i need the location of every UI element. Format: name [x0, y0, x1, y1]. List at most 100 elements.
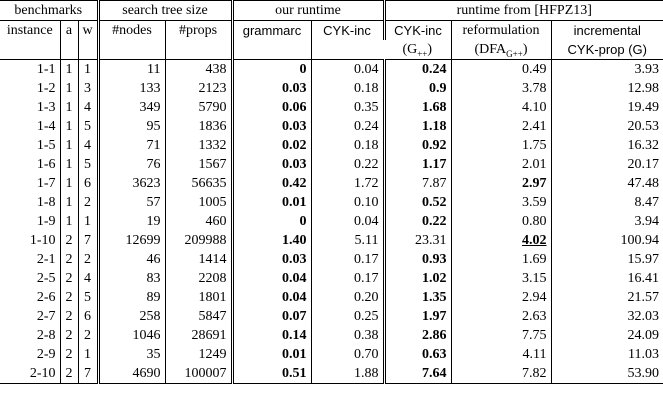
value: 95 [146, 119, 161, 134]
cell: 2-5 [0, 269, 60, 288]
note-text: (G [402, 42, 418, 57]
cell: 0.35 [310, 98, 384, 117]
value: 2208 [198, 271, 227, 286]
value: 0.04 [354, 62, 379, 77]
value: 1-3 [36, 100, 56, 115]
cell: 0.04 [230, 288, 311, 307]
value: 20.17 [627, 157, 660, 172]
cell: 5 [77, 155, 98, 174]
cell: 2123 [164, 79, 232, 98]
cell: 0.20 [310, 288, 384, 307]
cell: 2.97 [450, 174, 551, 193]
bold-value: 0.9 [429, 81, 447, 96]
cell: 0.03 [230, 117, 311, 136]
cell: 24.09 [550, 326, 663, 345]
column-header: #props [164, 20, 232, 60]
bold-value: 1.97 [422, 309, 447, 324]
value: 16.41 [627, 271, 660, 286]
cell: 1801 [164, 288, 232, 307]
value: 0.35 [354, 100, 379, 115]
bold-value: 0.06 [282, 100, 307, 115]
value: 1-9 [36, 214, 56, 229]
cell: 3 [77, 79, 98, 98]
cell: 0.03 [230, 155, 311, 174]
value: 2.41 [522, 119, 547, 134]
cell: 2 [77, 250, 98, 269]
cell: 0.49 [450, 59, 551, 79]
value: 209988 [184, 233, 227, 248]
bold-value: 0.04 [282, 290, 307, 305]
value: 1 [65, 138, 73, 153]
bold-value: 0.04 [282, 271, 307, 286]
cell: 16.32 [550, 136, 663, 155]
cell: 1-6 [0, 155, 60, 174]
data-row: 1-3 1 4 349 5790 0.06 0.35 1.68 4.10 19.49 [0, 98, 663, 117]
value: 6 [84, 309, 91, 324]
value: 1 [65, 119, 73, 134]
header-note-row: (G++) (DFAG++) CYK-prop (G) [0, 40, 663, 60]
value: 2 [65, 347, 73, 362]
cell: 1-8 [0, 193, 60, 212]
group-header: our runtime [230, 0, 384, 21]
cell: 1 [59, 212, 78, 231]
data-row: 2-10 2 7 4690 100007 0.51 1.88 7.64 7.82 53.90 [0, 364, 663, 384]
bold-value: 0.22 [422, 214, 447, 229]
header-group-row: benchmarks search tree size our runtime run… [0, 0, 663, 21]
value: 2 [65, 252, 73, 267]
value: 0.38 [354, 328, 379, 343]
cell: 1 [59, 193, 78, 212]
cell: 1.72 [310, 174, 384, 193]
value: 53.90 [627, 366, 660, 381]
cell: 5 [77, 117, 98, 136]
column-note: (DFAG++) [450, 40, 551, 60]
cell: 0.9 [382, 79, 451, 98]
cell: 19.49 [550, 98, 663, 117]
data-row: 1-5 1 4 71 1332 0.02 0.18 0.92 1.75 16.32 [0, 136, 663, 155]
value: 2-9 [36, 347, 56, 362]
cell: 2 [59, 231, 78, 250]
value: 3.15 [522, 271, 547, 286]
value: 2 [65, 366, 73, 381]
cell: 1-4 [0, 117, 60, 136]
cell: 1836 [164, 117, 232, 136]
value: 21.57 [627, 290, 660, 305]
cell: 1 [59, 59, 78, 79]
value: 1-2 [36, 81, 56, 96]
cell: 1414 [164, 250, 232, 269]
cell: 7 [77, 364, 98, 384]
bold-value: 1.40 [282, 233, 307, 248]
value: 3.59 [522, 195, 547, 210]
cell: 89 [96, 288, 165, 307]
results-table: benchmarks search tree size our runtime run… [0, 0, 663, 384]
value: 46 [146, 252, 161, 267]
cell: 2-10 [0, 364, 60, 384]
cell: 47.48 [550, 174, 663, 193]
bold-value: 0.92 [422, 138, 447, 153]
value: 0.04 [354, 214, 379, 229]
cell: 2.63 [450, 307, 551, 326]
column-header: grammarc [230, 20, 311, 60]
bold-value: 0.42 [282, 176, 307, 191]
cell: 32.03 [550, 307, 663, 326]
bold-value: 0.03 [282, 252, 307, 267]
cell: 0.18 [310, 136, 384, 155]
value: 4 [84, 138, 91, 153]
cell: 0.93 [382, 250, 451, 269]
value: 24.09 [627, 328, 660, 343]
cell: 1 [59, 79, 78, 98]
value: 0.25 [354, 309, 379, 324]
cell: 4690 [96, 364, 165, 384]
cell: 23.31 [382, 231, 451, 250]
cell: 0.03 [230, 79, 311, 98]
note-subscript: ++ [417, 48, 428, 59]
cell: 0.17 [310, 269, 384, 288]
value: 7.75 [522, 328, 547, 343]
value: 1 [65, 62, 73, 77]
cell: 1.02 [382, 269, 451, 288]
cell: 1 [59, 174, 78, 193]
cell: 12699 [96, 231, 165, 250]
cell: 0.06 [230, 98, 311, 117]
cell: 0.24 [310, 117, 384, 136]
value: 0.20 [354, 290, 379, 305]
value: 0.70 [354, 347, 379, 362]
